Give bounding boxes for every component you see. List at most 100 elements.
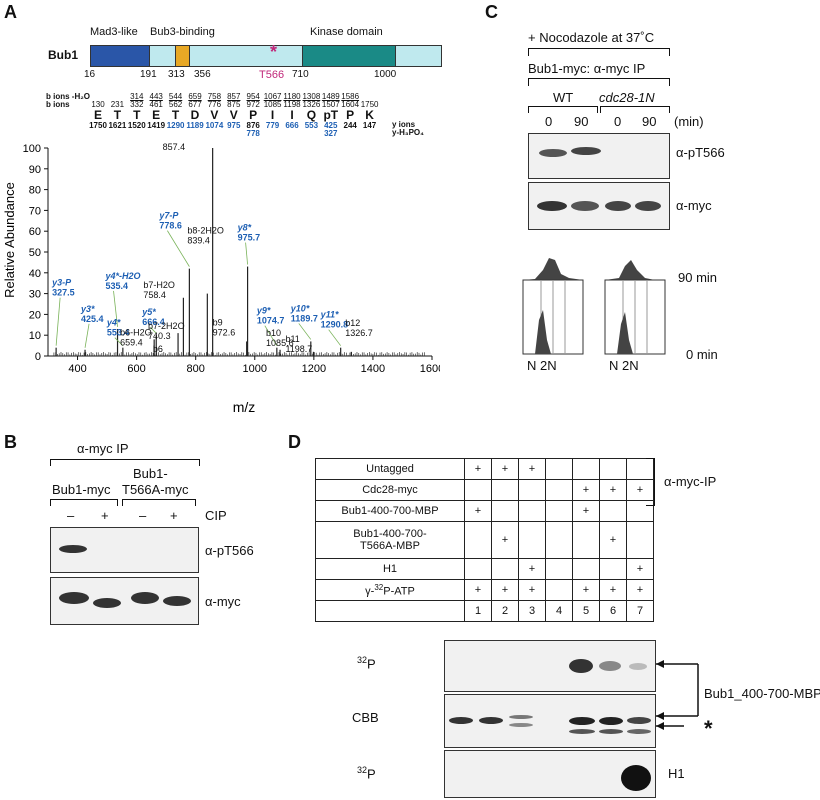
mutant-bracket bbox=[600, 106, 670, 113]
peak-value: 778.6 bbox=[159, 221, 182, 231]
ion-row-label-b: b ions bbox=[46, 100, 70, 109]
strain2-line1: Bub1- bbox=[133, 466, 168, 481]
y-ion: 425 bbox=[324, 121, 338, 130]
reaction-cell: + bbox=[464, 579, 492, 601]
peak-label: b7-2H2O bbox=[148, 321, 185, 331]
ms-xlabel: m/z bbox=[233, 399, 256, 415]
x-tick-label: 1000 bbox=[243, 363, 267, 375]
peak-label: b10 bbox=[266, 328, 281, 338]
reaction-cell bbox=[518, 521, 546, 559]
b-ion: 130 bbox=[91, 100, 105, 109]
gel-cbb bbox=[444, 694, 656, 748]
reaction-cell: + bbox=[626, 558, 654, 580]
peak-leader bbox=[328, 329, 341, 346]
reaction-cell bbox=[545, 579, 573, 601]
reaction-cell bbox=[545, 479, 573, 501]
y-ion: 1189 bbox=[186, 121, 204, 130]
reaction-row: Cdc28-myc + + + bbox=[315, 479, 654, 501]
peptide-residue: pT bbox=[323, 108, 339, 122]
yion-h3po4-row-label: y-H₃PO₄ bbox=[392, 128, 424, 137]
time-0-wt: 0 bbox=[545, 114, 553, 129]
y-ion: 1750 bbox=[89, 121, 107, 130]
y-ion: 1074 bbox=[205, 121, 224, 130]
blot-b-myc-label: α-myc bbox=[205, 594, 241, 609]
y-ion: 1621 bbox=[108, 121, 127, 130]
myc-ip-label: α-myc-IP bbox=[664, 474, 717, 489]
peak-label: b8-H2O bbox=[163, 140, 195, 142]
blot-b-pt566-label: α-pT566 bbox=[205, 543, 254, 558]
reaction-cell bbox=[572, 521, 600, 559]
reaction-cell: + bbox=[599, 521, 627, 559]
b-ion: 1750 bbox=[360, 100, 379, 109]
lane-number: 3 bbox=[518, 600, 546, 622]
b-ion: 677 bbox=[188, 100, 202, 109]
peak-leader bbox=[245, 242, 248, 265]
peak-label: y5* bbox=[141, 307, 156, 317]
ip-bracket-c bbox=[528, 78, 670, 86]
peak-label: b8-2H2O bbox=[187, 226, 224, 236]
reaction-cell bbox=[518, 479, 546, 501]
y-ion: 666 bbox=[285, 121, 299, 130]
b-ion: 776 bbox=[207, 100, 222, 109]
reaction-row-label: Untagged bbox=[315, 458, 465, 480]
peak-leader bbox=[264, 325, 278, 346]
lane-number: 6 bbox=[599, 600, 627, 622]
y-ion: 1419 bbox=[147, 121, 166, 130]
cip-label: CIP bbox=[205, 508, 227, 523]
peak-value: 975.7 bbox=[238, 233, 261, 243]
peptide-residue: E bbox=[152, 108, 161, 122]
y-ion: 1290 bbox=[166, 121, 185, 130]
peak-value: 535.4 bbox=[106, 281, 129, 291]
t566-site-marker: * bbox=[270, 42, 278, 62]
reaction-cell bbox=[491, 479, 519, 501]
star-marker: * bbox=[704, 716, 713, 741]
bub1-arrows bbox=[656, 660, 699, 730]
peak-value: 857.4 bbox=[163, 142, 186, 152]
wt-label: WT bbox=[553, 90, 574, 105]
peak-leader bbox=[55, 297, 61, 346]
y-ion: 975 bbox=[227, 121, 241, 130]
x-tick-label: 1400 bbox=[361, 363, 385, 375]
peak-value: 1085.6 bbox=[266, 338, 294, 348]
b-h2o-ion: 544 bbox=[168, 92, 183, 101]
reaction-cell: + bbox=[599, 479, 627, 501]
bub1-domain-diagram: Mad3-like Bub3-binding Kinase domain Bub… bbox=[48, 0, 442, 140]
peak-label: y9* bbox=[256, 306, 271, 316]
b-h2o-ion: 758 bbox=[207, 92, 222, 101]
peak-label: y8* bbox=[237, 223, 252, 233]
peak-leader bbox=[167, 230, 190, 267]
b-ion: 231 bbox=[110, 100, 125, 109]
peak-value: 758.4 bbox=[143, 290, 166, 300]
y-tick-label: 30 bbox=[29, 289, 41, 301]
reaction-cell: + bbox=[599, 579, 627, 601]
b-ion: 461 bbox=[149, 100, 163, 109]
reaction-row-label: H1 bbox=[315, 558, 465, 580]
y-ion: 147 bbox=[362, 121, 377, 130]
y-tick-label: 50 bbox=[29, 247, 41, 259]
reaction-row-label: Cdc28-myc bbox=[315, 479, 465, 501]
gel1-label: 32P bbox=[357, 655, 376, 672]
peak-label: y3* bbox=[80, 304, 95, 314]
b-h2o-ion: 954 bbox=[246, 92, 260, 101]
pos-710: 710 bbox=[292, 69, 309, 80]
cip-mark-4: + bbox=[170, 508, 178, 523]
peak-leader bbox=[298, 323, 312, 340]
cip-mark-3: – bbox=[139, 508, 147, 523]
peak-label: b7-H2O bbox=[143, 280, 175, 290]
peak-label: y4* bbox=[106, 318, 121, 328]
reaction-cell bbox=[572, 558, 600, 580]
y-tick-label: 90 bbox=[29, 164, 41, 176]
site-t566-label: T566 bbox=[259, 69, 285, 81]
ion-row-label-bh2o: b ions -H₂O bbox=[46, 92, 90, 101]
b-ion: 1198 bbox=[283, 100, 301, 109]
reaction-cell: + bbox=[572, 500, 600, 522]
facs-0min-label: 0 min bbox=[686, 347, 718, 362]
y-tick-label: 100 bbox=[23, 143, 41, 155]
x-tick-label: 800 bbox=[187, 363, 205, 375]
reaction-cell bbox=[464, 558, 492, 580]
peak-label: b11 bbox=[285, 334, 299, 344]
lane-number: 1 bbox=[464, 600, 492, 622]
ip-bracket-b bbox=[50, 459, 200, 466]
